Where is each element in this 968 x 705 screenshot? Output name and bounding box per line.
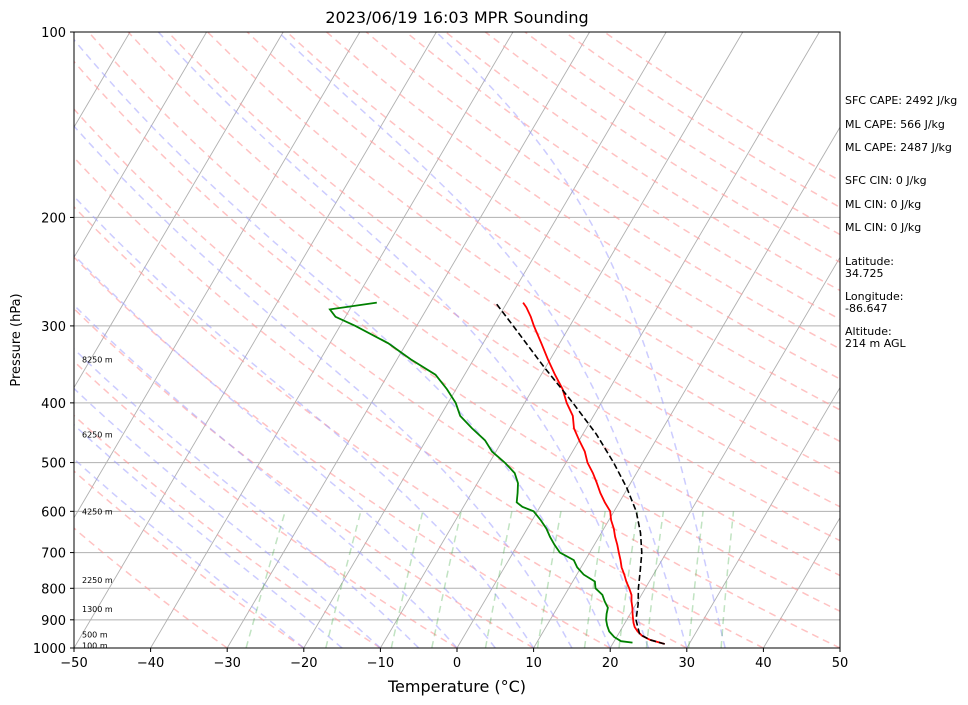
x-tick-label: 40 — [755, 656, 772, 671]
y-tick-label: 800 — [41, 582, 66, 597]
moist-adiabat-line — [74, 457, 305, 648]
moist-adiabat-line — [74, 348, 420, 648]
parcel-path-line — [494, 302, 665, 645]
mixing-ratio-line — [687, 511, 704, 648]
altitude-text: Altitude: 214 m AGL — [845, 325, 906, 350]
ml-cin-text-2: ML CIN: 0 J/kg — [845, 221, 922, 234]
isotherm-line — [380, 32, 744, 648]
mixing-ratio-line — [618, 511, 639, 648]
mixing-ratio-line — [536, 511, 562, 648]
height-labels: 8250 m 6250 m 4250 m 2250 m 1300 m 500 m 100 m — [82, 355, 113, 650]
isotherm-line — [150, 32, 514, 648]
x-tick-label: 10 — [525, 656, 542, 671]
mixing-ratio-line — [484, 511, 513, 648]
x-tick-label: 20 — [602, 656, 619, 671]
sfc-cape-text: SFC CAPE: 2492 J/kg — [845, 94, 958, 107]
dry-adiabat-line — [167, 32, 840, 508]
dry-adiabat-line — [286, 32, 840, 411]
isotherm-line — [533, 126, 840, 648]
y-tick-label: 700 — [41, 547, 66, 562]
x-tick-label: −20 — [290, 656, 317, 671]
x-tick-label: 0 — [453, 656, 461, 671]
mixing-ratio-line — [583, 511, 606, 648]
moist-adiabat-line — [157, 32, 650, 648]
y-tick-label: 300 — [41, 320, 66, 335]
sfc-cin-text: SFC CIN: 0 J/kg — [845, 174, 927, 187]
isotherm-line — [226, 32, 590, 648]
dry-adiabat-line — [74, 414, 381, 648]
latitude-text: Latitude: 34.725 — [845, 255, 894, 280]
height-label: 500 m — [82, 630, 108, 639]
dry-adiabat-line — [74, 527, 228, 648]
isotherm-line — [686, 386, 840, 648]
height-label: 1300 m — [82, 605, 113, 614]
x-tick-label: −30 — [213, 656, 240, 671]
y-tick-label: 600 — [41, 505, 66, 520]
ml-cape-text-2: ML CAPE: 2487 J/kg — [845, 141, 952, 154]
height-label: 2250 m — [82, 576, 113, 585]
y-tick-label: 900 — [41, 614, 66, 629]
temperature-line — [522, 302, 665, 645]
isotherm-line — [74, 32, 437, 648]
isotherm-line — [456, 32, 820, 648]
y-axis-ticks: 100 200 300 400 500 600 700 800 900 1000 — [33, 26, 74, 657]
dry-adiabat-line — [74, 108, 840, 648]
ml-cape-text: ML CAPE: 566 J/kg — [845, 118, 945, 131]
x-tick-label: −10 — [367, 656, 394, 671]
isotherm-line — [74, 32, 207, 259]
isotherm-line — [74, 32, 284, 389]
dry-adiabat-line — [74, 256, 611, 648]
x-axis-label: Temperature (°C) — [387, 677, 526, 696]
mixing-ratio-line — [325, 511, 362, 648]
isotherm-line — [74, 32, 361, 519]
height-label: 6250 m — [82, 430, 113, 439]
moist-adiabat-line — [74, 253, 496, 648]
y-axis-label: Pressure (hPa) — [9, 293, 24, 386]
dry-adiabat-line — [74, 205, 688, 648]
y-tick-label: 200 — [41, 211, 66, 226]
moist-adiabat-line — [74, 125, 573, 648]
isotherm-line — [763, 516, 840, 648]
x-tick-label: 50 — [832, 656, 849, 671]
x-tick-label: −50 — [60, 656, 87, 671]
sounding-profiles — [328, 301, 665, 645]
isotherm-line — [609, 256, 840, 648]
x-axis-ticks: −50 −40 −30 −20 −10 0 10 20 30 40 50 — [60, 648, 848, 671]
y-tick-label: 100 — [41, 26, 66, 41]
chart-title: 2023/06/19 16:03 MPR Sounding — [325, 8, 588, 27]
moist-adiabat-line — [74, 423, 343, 648]
x-tick-label: 30 — [679, 656, 696, 671]
mixing-ratio-line — [390, 511, 424, 648]
height-label: 100 m — [82, 641, 108, 650]
dry-adiabat-line — [74, 60, 840, 613]
dry-adiabat-line — [87, 32, 840, 577]
moist-adiabat-line — [74, 387, 381, 648]
moist-adiabat-line — [435, 32, 726, 648]
y-tick-label: 1000 — [33, 642, 66, 657]
y-tick-label: 400 — [41, 397, 66, 412]
dry-adiabat-line — [74, 470, 305, 648]
dry-adiabat-line — [74, 156, 764, 648]
y-tick-label: 500 — [41, 457, 66, 472]
dry-adiabat-line — [246, 32, 840, 443]
moist-adiabat-line — [74, 195, 535, 648]
height-label: 8250 m — [82, 355, 113, 364]
x-tick-label: −40 — [137, 656, 164, 671]
mixing-ratio-line — [431, 511, 462, 648]
mixing-ratio-line — [245, 511, 286, 648]
height-label: 4250 m — [82, 507, 113, 516]
mixing-ratio-line — [720, 511, 735, 648]
mixing-ratio-line — [645, 511, 665, 648]
background-lines — [74, 32, 840, 648]
moist-adiabat-line — [277, 32, 688, 648]
moist-adiabat-line — [74, 38, 611, 648]
dry-adiabat-line — [74, 307, 534, 648]
isotherm-line — [303, 32, 667, 648]
longitude-text: Longitude: -86.647 — [845, 290, 904, 315]
dewpoint-line — [328, 301, 633, 644]
dry-adiabat-line — [207, 32, 840, 475]
ml-cin-text: ML CIN: 0 J/kg — [845, 198, 922, 211]
